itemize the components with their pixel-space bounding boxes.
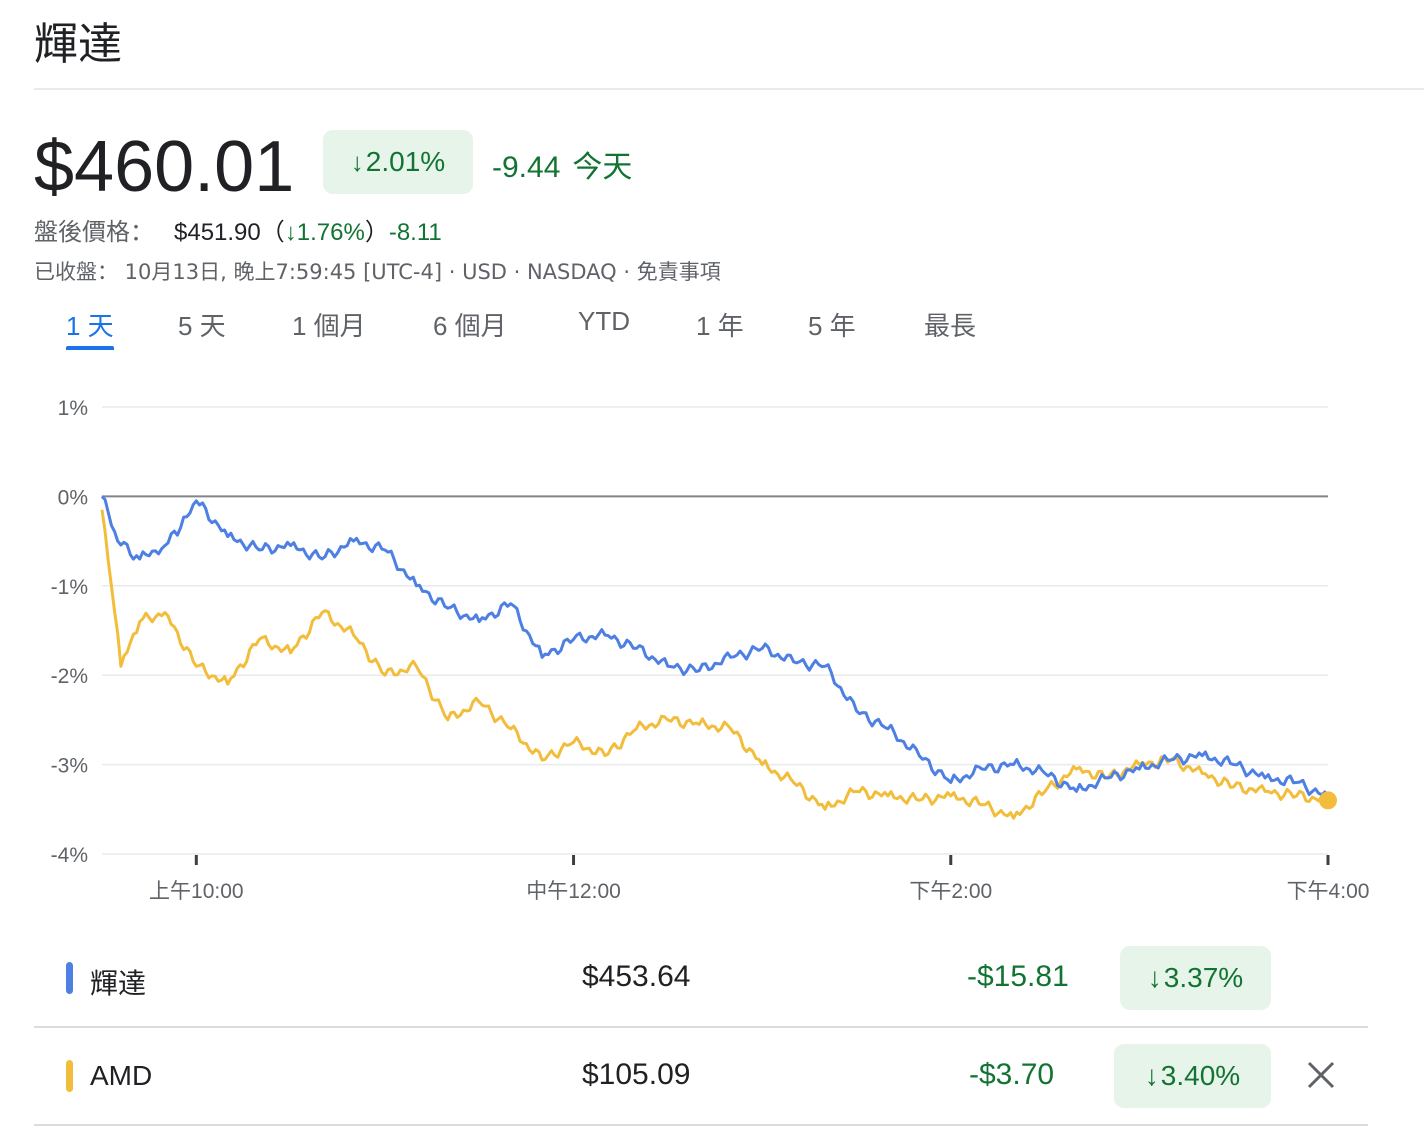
x-tick-label: 中午12:00 [526,880,621,903]
change-percent-badge: ↓ 2.01% [323,130,473,194]
comparison-change: -$3.70 [969,1058,1055,1091]
series-line-nvda [100,495,1330,799]
tab-label: 1 個月 [292,311,366,341]
after-hours-quote: 盤後價格： $451.90 （ ↓ 1.76% ） -8.11 [34,212,442,247]
tab-label: 1 年 [696,311,744,341]
comparison-name: 輝達 [90,968,147,999]
series-color-swatch [66,1060,73,1092]
after-hours-paren-open: （ [260,219,285,246]
current-price: $460.01 [34,127,295,207]
x-tick-label: 下午4:00 [1287,880,1370,903]
header-divider [34,88,1424,90]
y-tick-label: -3% [51,755,88,778]
y-tick-label: -4% [51,844,88,867]
tab-label: 6 個月 [433,311,507,341]
comparison-percent-badge: ↓ 3.40% [1114,1044,1271,1108]
comparison-percent: 3.40% [1160,1060,1241,1091]
tab-max[interactable]: 最長 [924,306,976,343]
tab-5-year[interactable]: 5 年 [808,306,856,343]
comparison-row-amd[interactable]: AMD $105.09 -$3.70 ↓ 3.40% [34,1028,1368,1124]
series-end-point [1319,791,1337,810]
tab-ytd[interactable]: YTD [578,306,630,337]
after-hours-change: -8.11 [388,219,442,246]
comparison-percent-badge: ↓ 3.37% [1120,946,1271,1010]
after-hours-price: $451.90 [174,219,261,246]
tab-1-day[interactable]: 1 天 [66,306,114,350]
row-divider [34,1026,1368,1028]
market-status-line: 已收盤： 10月13日, 晚上7:59:45 [UTC-4] · USD · N… [34,260,721,284]
y-tick-label: -2% [51,665,88,688]
arrow-down-icon: ↓ [1147,962,1162,993]
arrow-down-icon: ↓ [1144,1060,1159,1091]
tab-label: YTD [578,306,630,336]
comparison-name: AMD [90,1060,153,1091]
comparison-price: $105.09 [582,1058,691,1091]
row-divider [34,1124,1368,1126]
tab-label: 最長 [924,311,977,341]
y-tick-label: 0% [58,486,88,509]
x-tick-label: 下午2:00 [909,880,992,903]
tab-1-year[interactable]: 1 年 [696,306,744,343]
after-hours-paren-close: ） [364,219,389,246]
tab-label: 1 天 [66,311,114,341]
price-chart[interactable]: 1% 0% -1% -2% -3% -4% 上午10:00 中午12:00 下午2:00 下午4:… [0,380,1424,920]
active-tab-indicator [66,346,114,350]
change-percent: 2.01% [365,146,446,177]
y-tick-label: 1% [58,397,88,420]
x-tick-label: 上午10:00 [149,880,244,903]
arrow-down-icon: ↓ [284,219,297,246]
tab-6-month[interactable]: 6 個月 [433,306,507,343]
change-period: 今天 [572,151,633,184]
tab-label: 5 天 [178,311,226,341]
page-title: 輝達 [34,19,122,70]
arrow-down-icon: ↓ [350,146,364,177]
comparison-row-nvda[interactable]: 輝達 $453.64 -$15.81 ↓ 3.37% [34,930,1368,1026]
tab-5-day[interactable]: 5 天 [178,306,226,343]
tab-1-month[interactable]: 1 個月 [292,306,366,343]
change-today: -9.44 今天 [492,142,632,186]
y-tick-label: -1% [51,576,88,599]
comparison-percent: 3.37% [1163,962,1244,993]
after-hours-percent: 1.76% [296,219,365,246]
comparison-price: $453.64 [582,960,691,993]
change-amount: -9.44 [492,151,561,184]
tab-label: 5 年 [808,311,856,341]
close-icon[interactable] [1304,1058,1338,1092]
series-line-amd [100,509,1330,820]
comparison-change: -$15.81 [967,960,1069,993]
after-hours-label: 盤後價格： [34,218,154,246]
series-color-swatch [66,962,73,994]
